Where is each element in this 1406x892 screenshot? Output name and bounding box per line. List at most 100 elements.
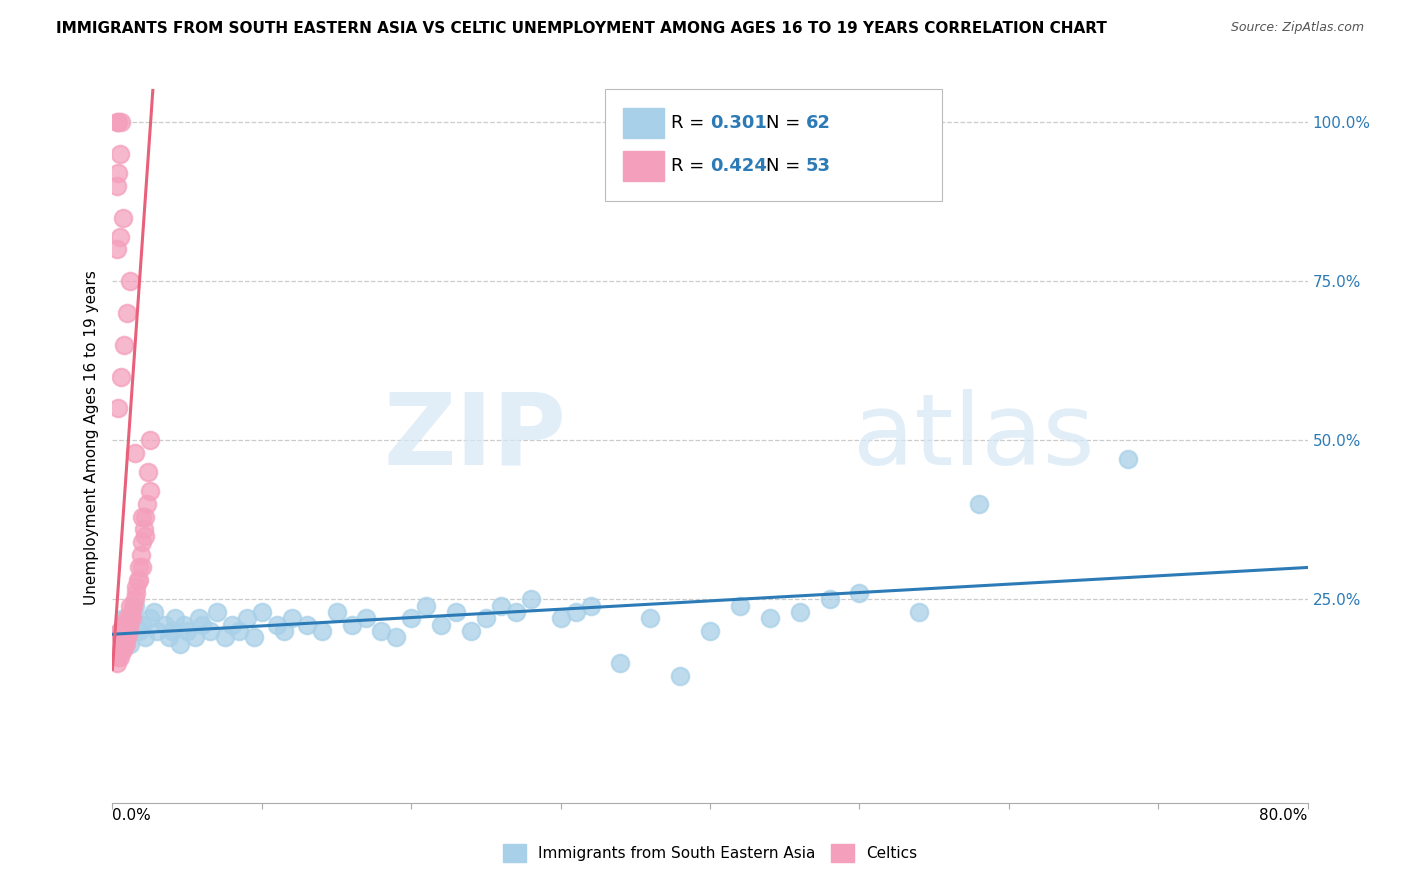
Point [183,631,205,645]
Point [640,611,662,625]
Point [108,624,131,638]
Point [273,624,295,638]
Point [401,611,423,625]
Point [111,211,134,225]
Point [125,580,148,594]
Point [198,624,221,638]
Point [128,560,150,574]
Point [146,624,169,638]
Point [505,605,527,619]
Point [127,573,149,587]
Point [176,624,198,638]
Point [111,617,134,632]
Y-axis label: Unemployment Among Ages 16 to 19 years: Unemployment Among Ages 16 to 19 years [83,269,98,605]
Point [415,599,437,613]
Point [124,446,146,460]
Point [120,274,142,288]
Point [1118,452,1140,467]
Point [117,631,139,645]
Point [281,611,304,625]
Point [105,656,128,670]
Point [124,592,146,607]
Point [356,611,378,625]
Point [135,497,157,511]
Point [489,599,512,613]
Point [131,617,153,632]
Text: 53: 53 [806,157,831,175]
Point [108,229,131,244]
Point [165,611,187,625]
Text: N =: N = [766,114,806,132]
Point [162,624,183,638]
Point [132,522,155,536]
Point [520,592,543,607]
Text: R =: R = [671,157,710,175]
Point [124,599,146,613]
Point [122,599,145,613]
Point [205,605,228,619]
Point [114,637,135,651]
Point [188,611,211,625]
Point [131,560,153,574]
Point [128,624,150,638]
Point [295,617,318,632]
Point [107,115,129,129]
Text: 0.424: 0.424 [710,157,766,175]
Point [114,611,135,625]
Point [475,611,498,625]
Point [460,624,482,638]
Point [789,605,811,619]
Point [129,548,152,562]
Point [105,637,128,651]
Point [340,617,363,632]
Point [579,599,602,613]
Point [114,338,135,352]
Point [430,617,453,632]
Text: atlas: atlas [853,389,1095,485]
Point [157,631,180,645]
Point [169,637,191,651]
Point [118,624,141,638]
Point [250,605,273,619]
Point [191,617,214,632]
Point [669,668,692,682]
Point [105,178,128,193]
Point [107,401,129,416]
Point [125,586,148,600]
Point [111,643,134,657]
Point [105,115,128,129]
Text: 62: 62 [806,114,831,132]
Point [118,617,141,632]
Point [134,529,156,543]
Point [110,115,132,129]
Point [908,605,931,619]
Point [131,535,153,549]
Text: ZIP: ZIP [384,389,567,485]
Point [550,611,572,625]
Point [759,611,782,625]
Point [143,605,166,619]
Point [128,573,150,587]
Point [121,611,143,625]
Point [108,147,131,161]
Point [370,624,392,638]
Point [110,643,132,657]
Point [131,509,153,524]
Text: IMMIGRANTS FROM SOUTH EASTERN ASIA VS CELTIC UNEMPLOYMENT AMONG AGES 16 TO 19 YE: IMMIGRANTS FROM SOUTH EASTERN ASIA VS CE… [56,21,1107,36]
Point [699,624,721,638]
Point [120,637,142,651]
Point [266,617,288,632]
Point [117,306,139,320]
Point [385,631,408,645]
Point [121,605,143,619]
Point [848,586,870,600]
Point [134,631,156,645]
Point [120,599,142,613]
Point [173,617,195,632]
Point [110,631,132,645]
Point [728,599,751,613]
Point [138,465,160,479]
Text: R =: R = [671,114,710,132]
Point [228,624,250,638]
Point [214,631,236,645]
